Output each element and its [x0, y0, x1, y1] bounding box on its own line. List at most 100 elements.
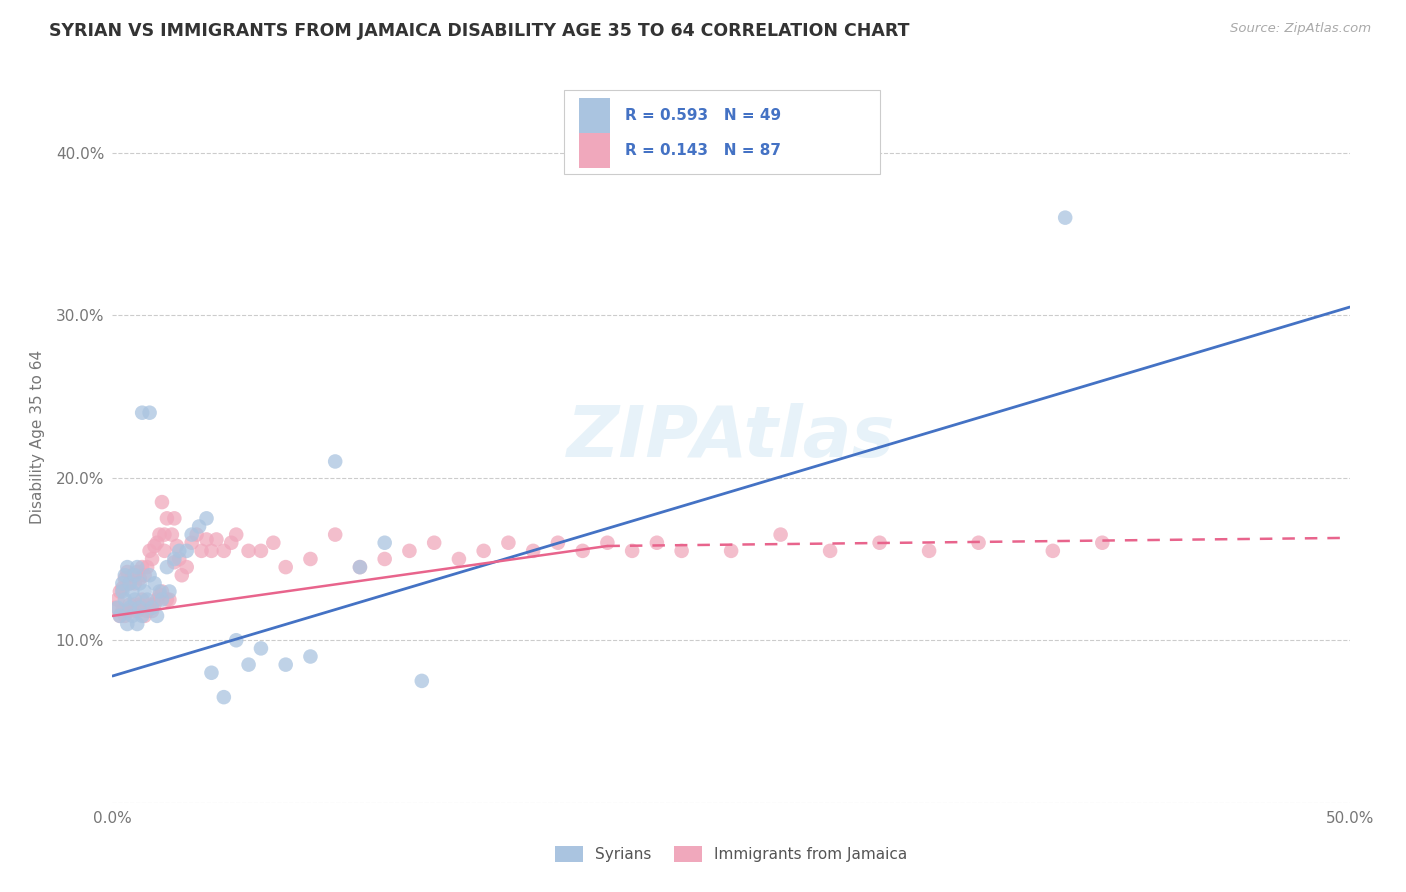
Point — [818, 544, 841, 558]
Point — [121, 568, 143, 582]
Point — [163, 552, 186, 566]
Point — [374, 535, 396, 549]
Point — [118, 600, 141, 615]
Point — [869, 535, 891, 549]
Point — [472, 544, 495, 558]
Point — [1091, 535, 1114, 549]
Point — [238, 657, 260, 672]
Point — [522, 544, 544, 558]
Point — [111, 584, 134, 599]
Point — [128, 598, 150, 612]
Point — [146, 535, 169, 549]
Point — [118, 598, 141, 612]
Point — [134, 584, 156, 599]
Point — [156, 560, 179, 574]
Point — [200, 665, 222, 680]
Point — [349, 560, 371, 574]
Point — [447, 552, 470, 566]
Point — [671, 544, 693, 558]
Point — [124, 568, 146, 582]
Point — [127, 617, 149, 632]
Point — [156, 592, 179, 607]
Point — [150, 495, 173, 509]
Legend: Syrians, Immigrants from Jamaica: Syrians, Immigrants from Jamaica — [548, 840, 914, 868]
Point — [153, 527, 176, 541]
Point — [104, 600, 127, 615]
Point — [146, 592, 169, 607]
Point — [131, 608, 153, 623]
Point — [108, 608, 131, 623]
Point — [108, 584, 131, 599]
Point — [225, 633, 247, 648]
Point — [136, 592, 159, 607]
Point — [374, 552, 396, 566]
Point — [212, 544, 235, 558]
Point — [117, 617, 139, 632]
Point — [114, 608, 136, 623]
Point — [148, 527, 170, 541]
Point — [166, 539, 188, 553]
Point — [156, 511, 179, 525]
Point — [128, 600, 150, 615]
Point — [111, 576, 134, 591]
Point — [124, 598, 146, 612]
Point — [250, 641, 273, 656]
Point — [141, 604, 163, 618]
Point — [349, 560, 371, 574]
Point — [250, 544, 273, 558]
Point — [117, 604, 139, 618]
Point — [160, 527, 183, 541]
Point — [118, 576, 141, 591]
Point — [107, 600, 129, 615]
Point — [498, 535, 520, 549]
Point — [134, 608, 156, 623]
Point — [148, 588, 170, 602]
Point — [195, 533, 218, 547]
Point — [107, 592, 129, 607]
Point — [138, 568, 160, 582]
Point — [769, 527, 792, 541]
Point — [238, 544, 260, 558]
Point — [274, 657, 297, 672]
Point — [188, 519, 211, 533]
Point — [274, 560, 297, 574]
FancyBboxPatch shape — [564, 90, 880, 174]
Point — [299, 649, 322, 664]
Point — [124, 576, 146, 591]
Point — [212, 690, 235, 705]
Point — [136, 560, 159, 574]
Point — [124, 592, 146, 607]
Point — [205, 533, 228, 547]
Point — [547, 535, 569, 549]
Point — [1042, 544, 1064, 558]
Point — [176, 544, 198, 558]
Point — [219, 535, 242, 549]
Point — [180, 527, 202, 541]
Point — [131, 560, 153, 574]
Point — [143, 576, 166, 591]
Point — [118, 576, 141, 591]
Point — [190, 544, 212, 558]
Point — [127, 560, 149, 574]
Point — [163, 511, 186, 525]
Point — [621, 544, 644, 558]
Point — [117, 560, 139, 574]
Point — [169, 544, 191, 558]
Point — [141, 552, 163, 566]
Point — [262, 535, 284, 549]
Point — [138, 406, 160, 420]
Point — [720, 544, 742, 558]
Point — [146, 608, 169, 623]
Point — [127, 565, 149, 579]
Text: R = 0.143   N = 87: R = 0.143 N = 87 — [624, 143, 780, 158]
Point — [143, 598, 166, 612]
Point — [411, 673, 433, 688]
Point — [114, 592, 136, 607]
Y-axis label: Disability Age 35 to 64: Disability Age 35 to 64 — [30, 350, 45, 524]
Point — [121, 608, 143, 623]
Point — [398, 544, 420, 558]
Point — [163, 555, 186, 569]
Point — [128, 572, 150, 586]
Point — [1054, 211, 1077, 225]
Point — [967, 535, 990, 549]
